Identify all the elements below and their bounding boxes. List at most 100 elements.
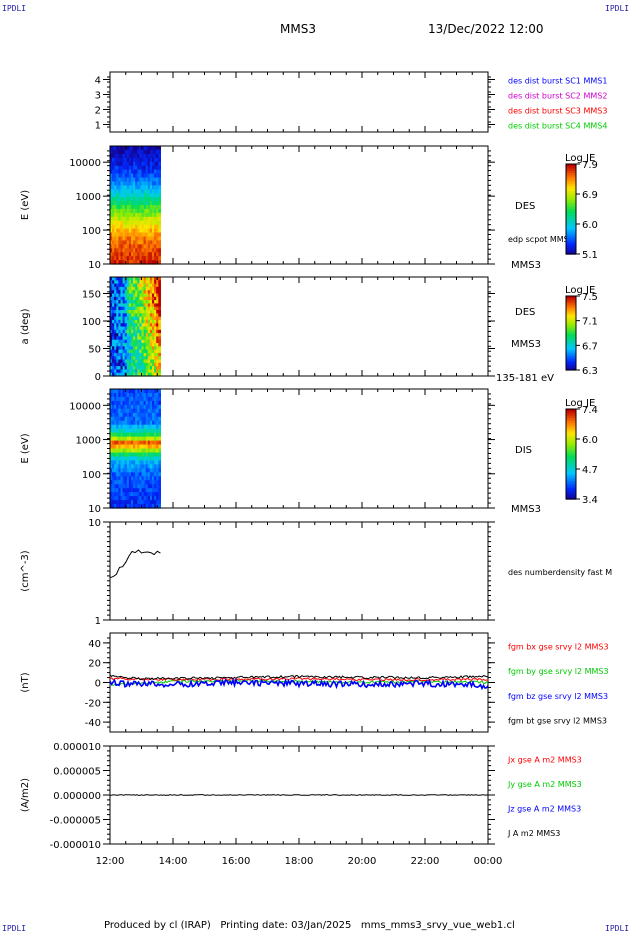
spectrogram-cell xyxy=(116,277,119,281)
spectrogram-cell xyxy=(145,352,149,357)
spectrogram-cell xyxy=(143,356,147,361)
spectrogram-cell xyxy=(147,484,151,489)
spectrogram-cell xyxy=(143,440,147,446)
spectrogram-cell xyxy=(114,146,117,151)
spectrogram-cell xyxy=(118,346,122,351)
spectrogram-cell xyxy=(152,436,155,442)
y-tick-label: 1 xyxy=(95,121,101,132)
spectrogram-cell xyxy=(133,496,136,501)
colorbar-segment xyxy=(566,496,576,500)
spectrogram-cell xyxy=(120,456,124,461)
spectrogram-cell xyxy=(149,336,153,341)
spectrogram-cell xyxy=(118,484,122,489)
spectrogram-cell xyxy=(126,286,130,291)
spectrogram-cell xyxy=(147,228,151,234)
spectrogram-cell xyxy=(143,310,147,314)
spectrogram-cell xyxy=(126,504,130,509)
spectrogram-cell xyxy=(135,424,138,430)
spectrogram-cell xyxy=(110,349,113,354)
spectrogram-cell xyxy=(152,149,155,155)
minor-ticks xyxy=(107,281,491,372)
spectrogram-cell xyxy=(137,346,140,351)
spectrogram-cell xyxy=(145,456,149,461)
spectrogram-cell xyxy=(139,408,143,414)
spectrogram-cell xyxy=(156,316,159,321)
spectrogram-cell xyxy=(141,157,145,163)
spectrogram-cell xyxy=(158,356,161,361)
spectrogram-cell xyxy=(114,283,117,288)
spectrogram-cell xyxy=(139,428,143,434)
spectrogram-cell xyxy=(139,343,143,347)
spectrogram-cell xyxy=(147,343,151,347)
spectrogram-cell xyxy=(120,476,124,481)
spectrogram-cell xyxy=(120,208,124,214)
spectrogram-cell xyxy=(124,169,128,175)
colorbar-segment xyxy=(566,164,576,167)
spectrogram-cell xyxy=(135,496,138,501)
spectrogram-cell xyxy=(137,240,140,245)
spectrogram-cell xyxy=(124,352,128,357)
spectrogram-cell xyxy=(116,153,119,159)
spectrogram-cell xyxy=(122,181,126,186)
spectrogram-cell xyxy=(120,472,124,477)
spectrogram-cell xyxy=(143,372,147,377)
spectrogram-cell xyxy=(128,352,132,357)
colorbar-segment xyxy=(566,427,576,430)
spectrogram-cell xyxy=(156,428,159,434)
spectrogram-cell xyxy=(120,149,124,155)
spectrogram-cell xyxy=(128,283,132,288)
spectrogram-cell xyxy=(114,228,117,234)
spectrogram-cell xyxy=(156,326,159,331)
spectrogram-cell xyxy=(139,372,143,377)
spectrogram-cell xyxy=(149,306,153,311)
spectrogram-cell xyxy=(110,296,113,301)
spectrogram-cell xyxy=(158,236,161,241)
spectrogram-cell xyxy=(110,310,113,314)
spectrogram-cell xyxy=(114,165,117,171)
spectrogram-cell xyxy=(149,329,153,334)
spectrogram-cell xyxy=(149,316,153,321)
spectrogram-cell xyxy=(114,240,117,245)
spectrogram-cell xyxy=(135,197,138,202)
instrument-label: DIS xyxy=(515,445,532,456)
spectrogram-cell xyxy=(131,460,134,465)
spectrogram-cell xyxy=(118,277,122,281)
spectrogram-cell xyxy=(135,283,138,288)
spectrogram-cell xyxy=(135,484,138,489)
spectrogram-cell xyxy=(135,408,138,414)
colorbar-segment xyxy=(566,481,576,484)
spectrogram-cell xyxy=(135,339,138,344)
spectrogram-cell xyxy=(116,303,119,308)
spectrogram-cell xyxy=(116,177,119,182)
spectrogram-cell xyxy=(135,165,138,171)
spectrogram-cell xyxy=(122,177,126,182)
spectrogram-cell xyxy=(141,260,145,265)
spectrogram-cell xyxy=(131,420,134,426)
spectrogram-cell xyxy=(139,468,143,473)
spectrogram-cell xyxy=(131,472,134,477)
legend-entry: des dist burst SC3 MMS3 xyxy=(508,107,607,116)
spectrogram-cell xyxy=(126,488,130,493)
spectrogram-cell xyxy=(147,286,151,291)
spectrogram-cell xyxy=(147,300,151,304)
spectrogram-cell xyxy=(124,343,128,347)
spectrogram-cell xyxy=(156,484,159,489)
spectrogram-cell xyxy=(139,224,143,230)
spectrogram-cell xyxy=(110,356,113,361)
spectrogram-cell xyxy=(152,169,155,175)
spectrogram-cell xyxy=(116,181,119,186)
spectrogram-cell xyxy=(120,416,124,422)
colorbar-segment xyxy=(566,438,576,442)
colorbar-tick-label: 6.7 xyxy=(582,341,598,352)
spectrogram-cell xyxy=(118,366,122,370)
spectrogram-cell xyxy=(120,339,124,344)
spectrogram-cell xyxy=(118,248,122,253)
colorbar-segment xyxy=(566,463,576,466)
spectrogram-cell xyxy=(156,236,159,241)
spectrogram-cell xyxy=(126,428,130,434)
spectrogram-cell xyxy=(114,349,117,354)
spectrogram-cell xyxy=(131,220,134,226)
spectrogram-cell xyxy=(145,212,149,218)
spectrogram-cell xyxy=(122,362,126,367)
spectrogram-cell xyxy=(139,220,143,226)
